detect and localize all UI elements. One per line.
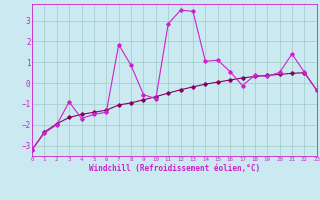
X-axis label: Windchill (Refroidissement éolien,°C): Windchill (Refroidissement éolien,°C) bbox=[89, 164, 260, 173]
